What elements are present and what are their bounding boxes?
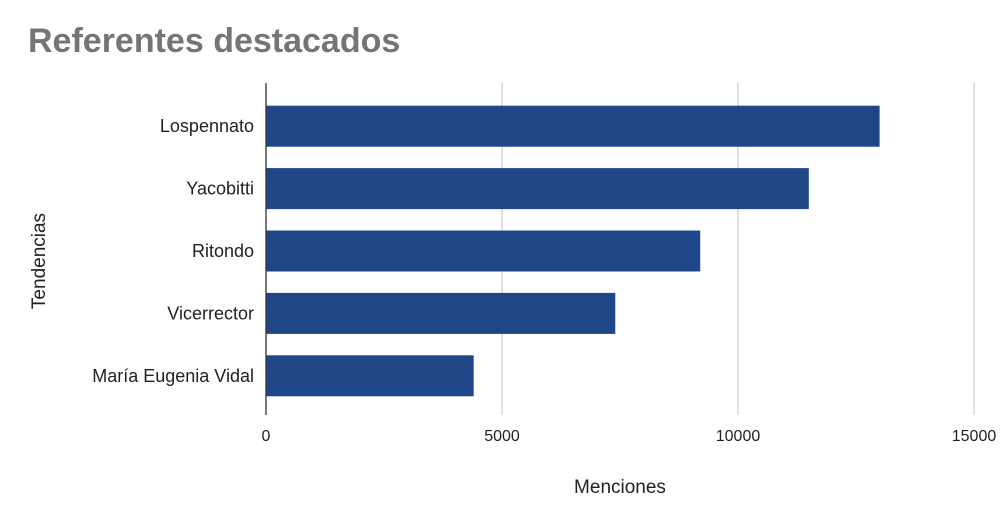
bars xyxy=(266,105,880,397)
bar xyxy=(266,355,474,397)
category-label: Ritondo xyxy=(192,241,254,261)
x-tick-label: 15000 xyxy=(952,428,997,445)
x-tick-label: 5000 xyxy=(484,428,520,445)
x-tick-labels: 0 5000 10000 15000 xyxy=(262,428,997,445)
x-axis-title: Menciones xyxy=(574,477,666,498)
bar xyxy=(266,230,701,272)
category-label: María Eugenia Vidal xyxy=(92,366,254,386)
x-tick-label: 0 xyxy=(262,428,271,445)
bar xyxy=(266,105,880,147)
category-label: Lospennato xyxy=(160,116,254,136)
category-label: Vicerrector xyxy=(167,303,254,323)
y-axis-title: Tendencias xyxy=(29,213,50,309)
chart-title: Referentes destacados xyxy=(28,22,401,60)
bar xyxy=(266,168,809,210)
bar xyxy=(266,292,616,334)
category-labels: Lospennato Yacobitti Ritondo Vicerrector Mar… xyxy=(92,116,254,386)
category-label: Yacobitti xyxy=(186,179,254,199)
x-tick-label: 10000 xyxy=(716,428,761,445)
